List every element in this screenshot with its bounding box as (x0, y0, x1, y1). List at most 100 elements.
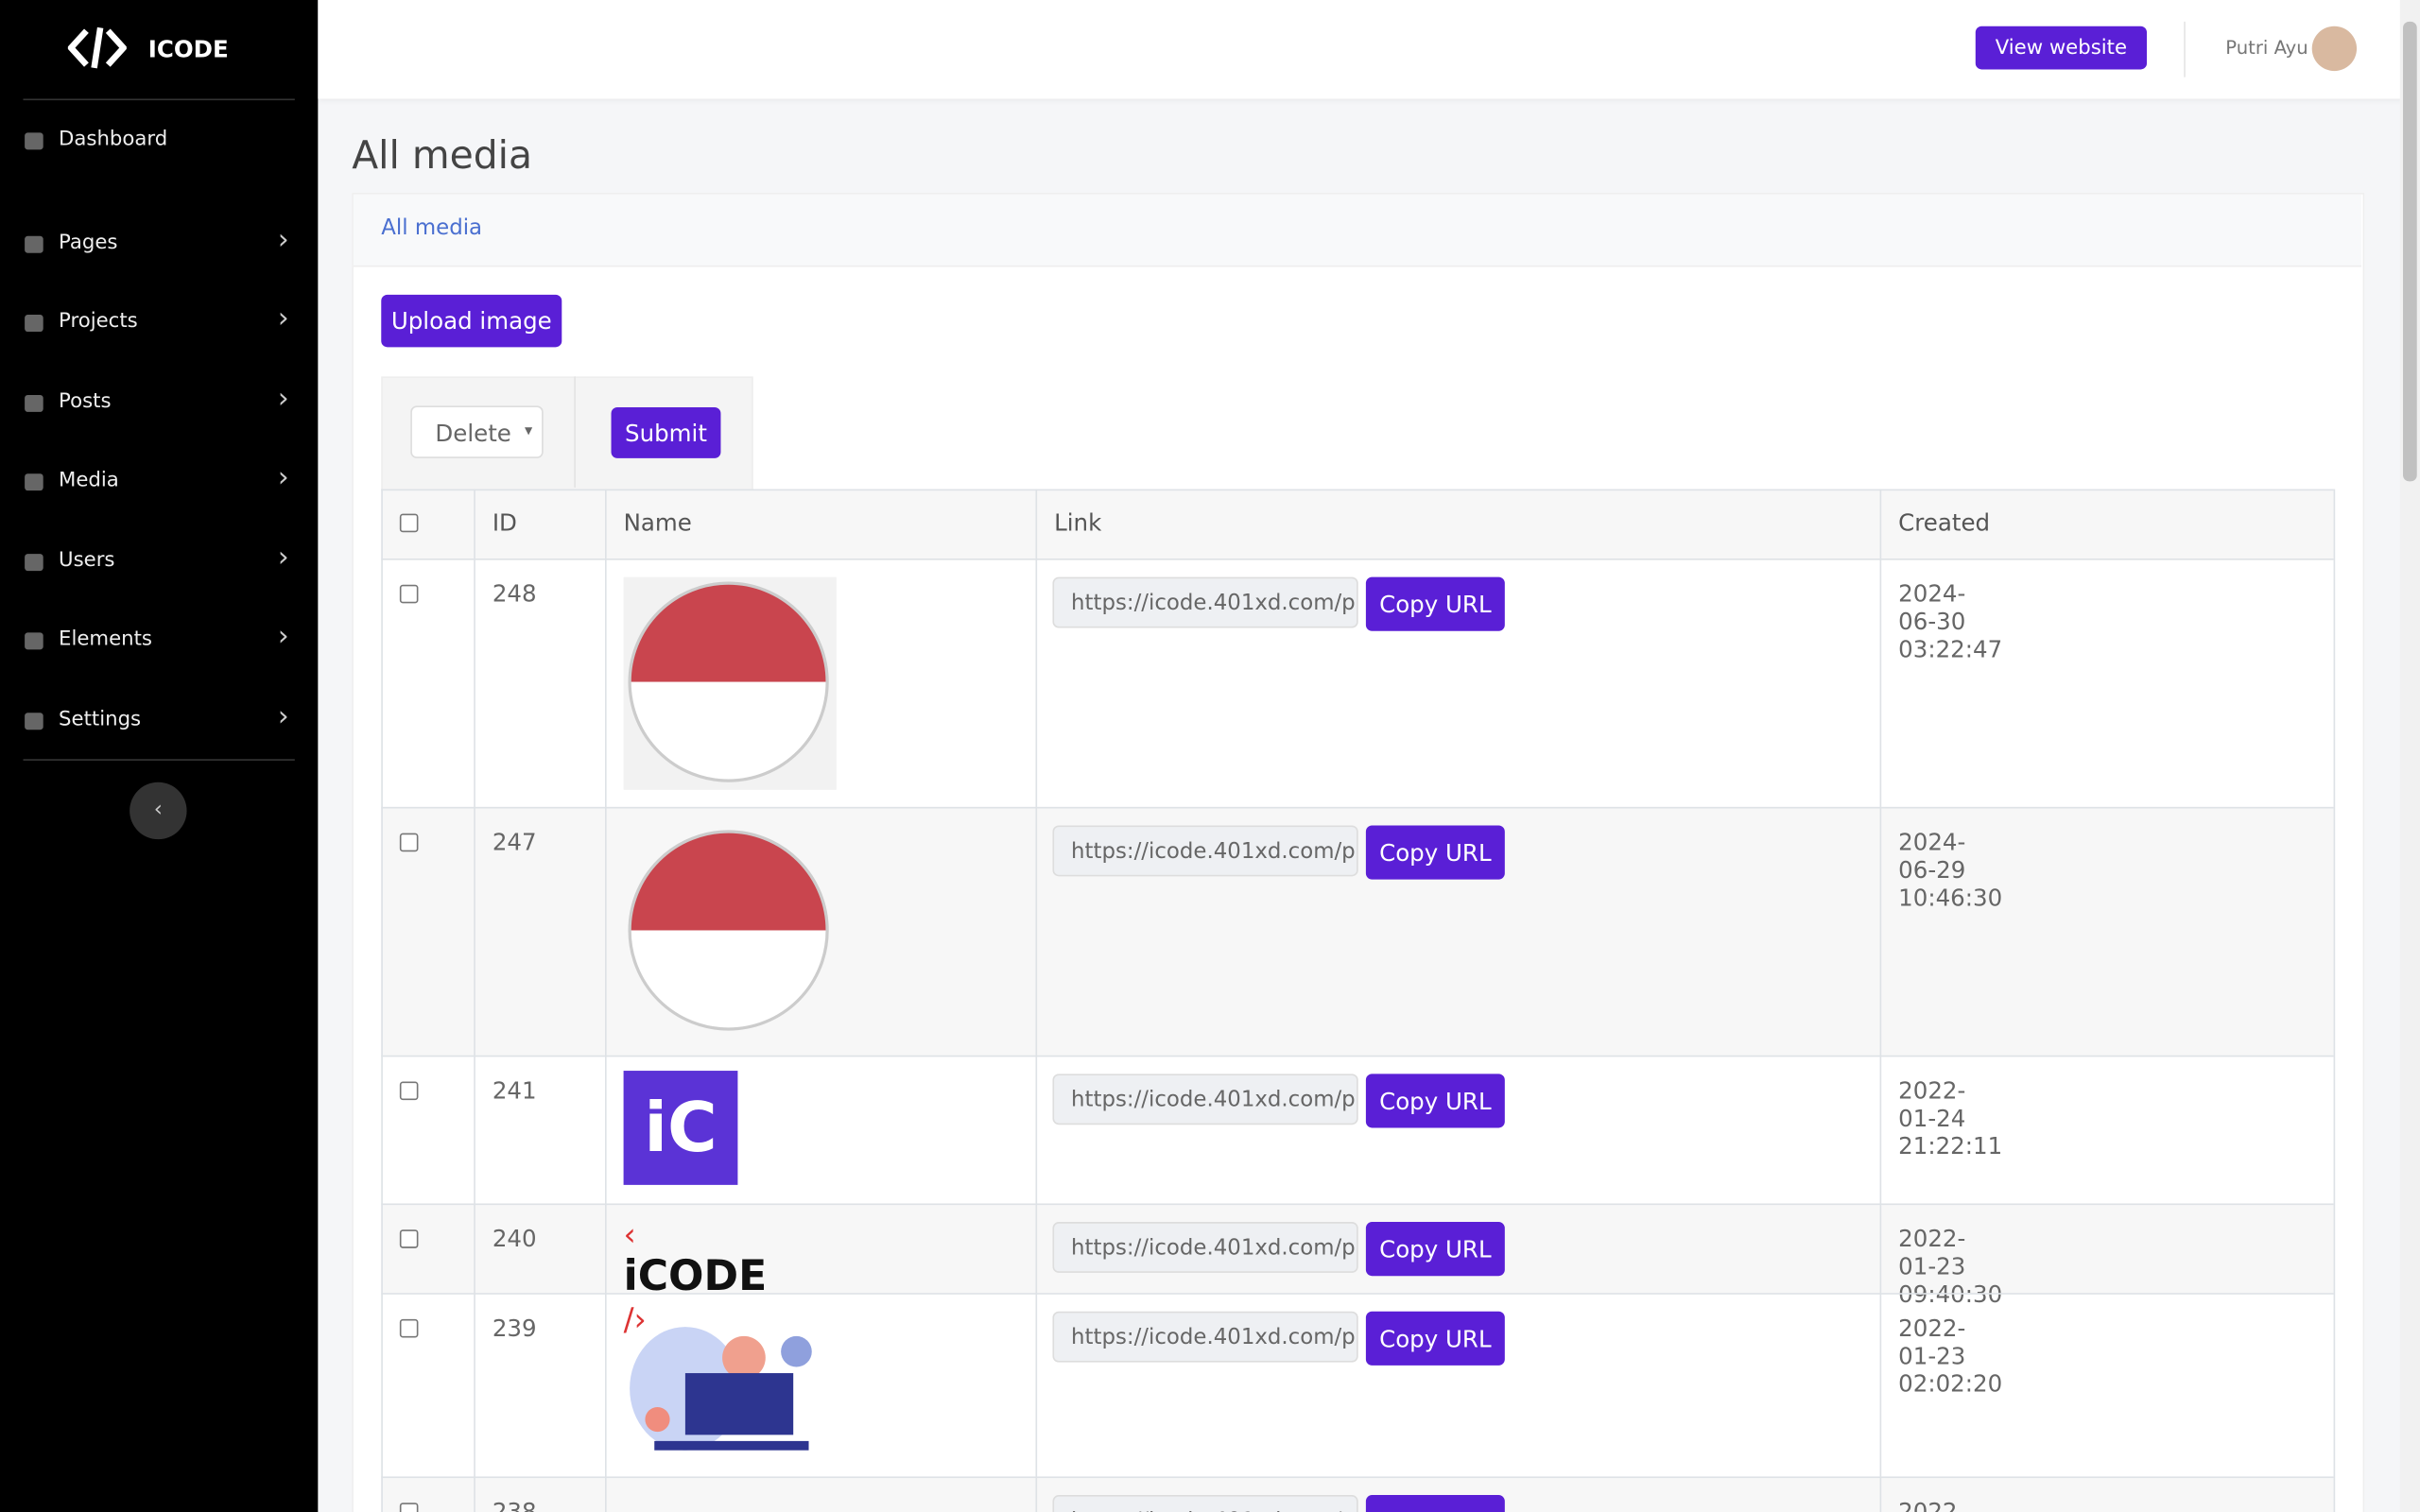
link-input[interactable]: https://icode.401xd.com/pu (1052, 1074, 1358, 1125)
chevron: › (277, 620, 289, 653)
avatar[interactable] (2311, 26, 2358, 72)
chevron: › (277, 223, 289, 257)
col-line (604, 489, 607, 1512)
menu-item[interactable]: Elements (59, 627, 152, 651)
copy-url[interactable]: Copy URL (1365, 1495, 1505, 1512)
thumbnail: ‹ iCODE /› (623, 1215, 768, 1338)
submit-label: Submit (625, 419, 707, 447)
menu-icon (25, 713, 43, 730)
link-input[interactable]: https://icode.401xd.com/pu (1052, 1311, 1358, 1363)
bulk-option: Delete (435, 420, 511, 448)
tab[interactable]: All media (381, 215, 483, 241)
row-line (381, 489, 2334, 491)
link-input[interactable]: https://icode.401xd.com/pu (1052, 825, 1358, 877)
menu-item[interactable]: Media (59, 469, 119, 492)
link-input[interactable]: https://icode.401xd.com/pu (1052, 1222, 1358, 1273)
copy-url[interactable]: Copy URL (1365, 1074, 1505, 1128)
column-header: Name (623, 508, 692, 538)
row-line (381, 1055, 2334, 1057)
thumbnail (624, 825, 837, 1044)
row-line (381, 806, 2334, 809)
user-name: Putri Ayu (2225, 37, 2308, 60)
menu-icon (25, 473, 43, 491)
chevron: › (277, 382, 289, 416)
created: 2022-01-23 09:40:30 (1898, 1225, 2003, 1309)
submit-button[interactable]: Submit (611, 407, 721, 458)
row-checkbox[interactable] (399, 1229, 419, 1248)
created: 2024-06-30 03:22:47 (1898, 579, 2003, 664)
column-header: Link (1054, 508, 1102, 538)
row-checkbox[interactable] (399, 1318, 419, 1338)
logo-image: iC (623, 1071, 738, 1185)
col-line (1879, 489, 1882, 1512)
row-checkbox[interactable] (399, 833, 419, 852)
flag-image (628, 830, 829, 1031)
page-title: All media (352, 132, 532, 178)
upload-label: Upload image (390, 306, 552, 335)
chevron: › (277, 461, 289, 494)
copy-url[interactable]: Copy URL (1365, 1222, 1505, 1277)
row-checkbox[interactable] (399, 584, 419, 604)
logo (67, 26, 127, 69)
created: 2022-01-23 01:49:58 (1898, 1498, 1966, 1512)
col-line (1035, 489, 1038, 1512)
link-input[interactable]: https://icode.401xd.com/pu (1052, 576, 1358, 628)
upload-button[interactable]: Upload image (381, 294, 562, 348)
bulk-select[interactable]: Delete ▾ (410, 405, 544, 458)
illustration (630, 1327, 812, 1451)
media-id: 241 (492, 1076, 537, 1105)
media-id: 240 (492, 1225, 537, 1253)
column-header: Created (1898, 508, 1991, 538)
created: 2022-01-23 02:02:20 (1898, 1314, 2003, 1399)
view-website[interactable]: View website (1975, 26, 2148, 70)
copy-label: Copy URL (1379, 1508, 1491, 1512)
copy-label: Copy URL (1379, 838, 1492, 867)
row-line (381, 1476, 2334, 1479)
copy-label: Copy URL (1379, 590, 1492, 618)
copy-label: Copy URL (1379, 1234, 1492, 1263)
menu-item[interactable]: Dashboard (59, 128, 168, 151)
col-line (474, 489, 475, 1512)
col-line (381, 489, 383, 1512)
chevron: › (277, 301, 289, 335)
menu-item[interactable]: Posts (59, 390, 112, 414)
flag-image (623, 576, 837, 790)
menu-icon (25, 132, 43, 150)
logo-text: iCODE (623, 1252, 768, 1301)
select-all[interactable] (399, 513, 419, 533)
row-checkbox[interactable] (399, 1503, 419, 1512)
col-line (2333, 489, 2336, 1512)
link-input[interactable]: https://icode.401xd.com/pu (1052, 1495, 1358, 1512)
menu-item[interactable]: Settings (59, 708, 142, 731)
column-header: ID (492, 508, 517, 538)
copy-label: Copy URL (1379, 1087, 1492, 1115)
created: 2022-01-24 21:22:11 (1898, 1076, 2003, 1160)
collapse-button[interactable]: ‹ (130, 782, 187, 840)
media-id: 248 (492, 579, 537, 609)
thumbnail (623, 576, 837, 797)
row-line (381, 1203, 2334, 1206)
media-id: 238 (492, 1498, 537, 1512)
brand: ICODE (147, 35, 229, 63)
menu-icon (25, 632, 43, 650)
menu-item[interactable]: Users (59, 549, 115, 573)
menu-item[interactable]: Projects (59, 310, 138, 334)
menu-icon (25, 394, 43, 412)
view-website-label: View website (1995, 36, 2128, 60)
menu-item[interactable]: Pages (59, 231, 118, 255)
copy-url[interactable]: Copy URL (1365, 825, 1505, 880)
menu-icon (25, 554, 43, 572)
media-id: 239 (492, 1314, 537, 1343)
copy-label: Copy URL (1379, 1324, 1492, 1353)
menu-icon (25, 235, 43, 253)
copy-url[interactable]: Copy URL (1365, 576, 1505, 631)
copy-url[interactable]: Copy URL (1365, 1311, 1505, 1366)
created: 2024-06-29 10:46:30 (1898, 828, 2003, 912)
thumbnail (624, 1312, 837, 1466)
chevron: › (277, 700, 289, 733)
row-checkbox[interactable] (399, 1081, 419, 1101)
chevron: › (277, 541, 289, 575)
row-line (381, 558, 2334, 560)
